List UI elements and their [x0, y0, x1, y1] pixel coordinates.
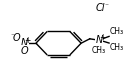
Text: CH₃: CH₃ — [91, 46, 105, 56]
Text: Cl: Cl — [96, 3, 105, 13]
Text: ⁻: ⁻ — [10, 31, 14, 40]
Text: N: N — [95, 35, 103, 45]
Text: +: + — [24, 36, 30, 45]
Text: N: N — [21, 38, 28, 48]
Text: CH₃: CH₃ — [110, 27, 124, 36]
Text: O: O — [21, 46, 28, 56]
Text: +: + — [99, 33, 105, 42]
Text: CH₃: CH₃ — [110, 43, 124, 52]
Text: O: O — [13, 33, 21, 43]
Text: ⁻: ⁻ — [104, 2, 108, 10]
